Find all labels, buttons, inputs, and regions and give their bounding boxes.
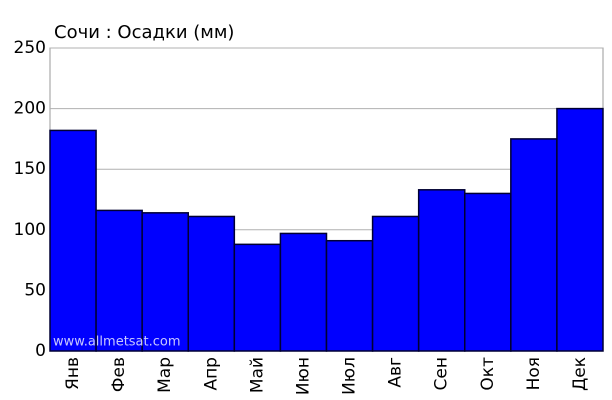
y-tick-label: 100 <box>14 220 46 240</box>
chart-title: Сочи : Осадки (мм) <box>54 22 234 43</box>
bar <box>49 129 97 352</box>
x-tick-label: Июн <box>293 357 313 395</box>
watermark: www.allmetsat.com <box>53 335 181 350</box>
x-tick-label: Фев <box>109 357 129 392</box>
bar <box>187 215 236 352</box>
x-tick-label: Авг <box>386 357 406 388</box>
x-tick-label: Дек <box>570 357 590 391</box>
x-tick-label: Июл <box>340 357 360 395</box>
y-tick-label: 50 <box>24 280 46 300</box>
x-tick-label: Май <box>247 357 267 393</box>
bar <box>95 209 143 352</box>
bar <box>141 212 190 352</box>
y-tick-label: 200 <box>14 99 46 119</box>
x-tick-label: Апр <box>201 357 221 391</box>
bar <box>556 107 604 352</box>
x-tick-label: Янв <box>63 357 83 390</box>
bar <box>279 232 328 352</box>
x-tick-label: Сен <box>432 357 452 390</box>
y-tick-label: 0 <box>35 341 46 361</box>
x-tick-label: Ноя <box>524 357 544 390</box>
bar <box>417 189 466 352</box>
x-tick-label: Окт <box>478 357 498 391</box>
bar <box>325 239 374 352</box>
x-tick-label: Мар <box>155 357 175 393</box>
y-tick-label: 250 <box>14 38 46 58</box>
y-tick-label: 150 <box>14 159 46 179</box>
bar <box>371 215 420 352</box>
bar <box>510 138 558 352</box>
bar <box>464 192 512 352</box>
bar <box>233 243 282 352</box>
